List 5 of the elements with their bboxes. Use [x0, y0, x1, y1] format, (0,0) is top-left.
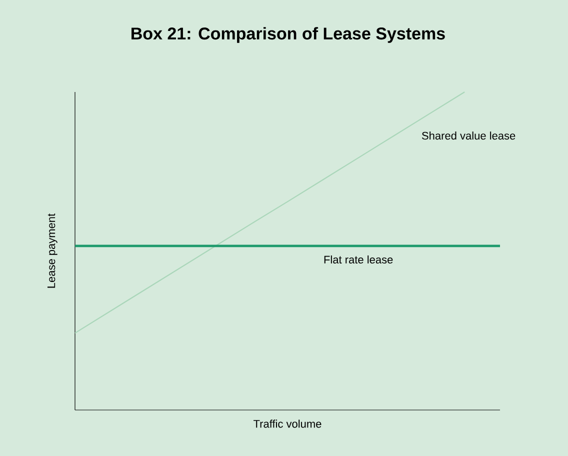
series-label: Shared value lease: [422, 132, 516, 140]
series-label: Flat rate lease: [324, 255, 393, 264]
x-axis-title: Traffic volume: [254, 420, 322, 428]
chart-title: Box 21: Comparison of Lease Systems: [132, 27, 445, 43]
y-axis-title: Lease payment: [47, 213, 58, 288]
